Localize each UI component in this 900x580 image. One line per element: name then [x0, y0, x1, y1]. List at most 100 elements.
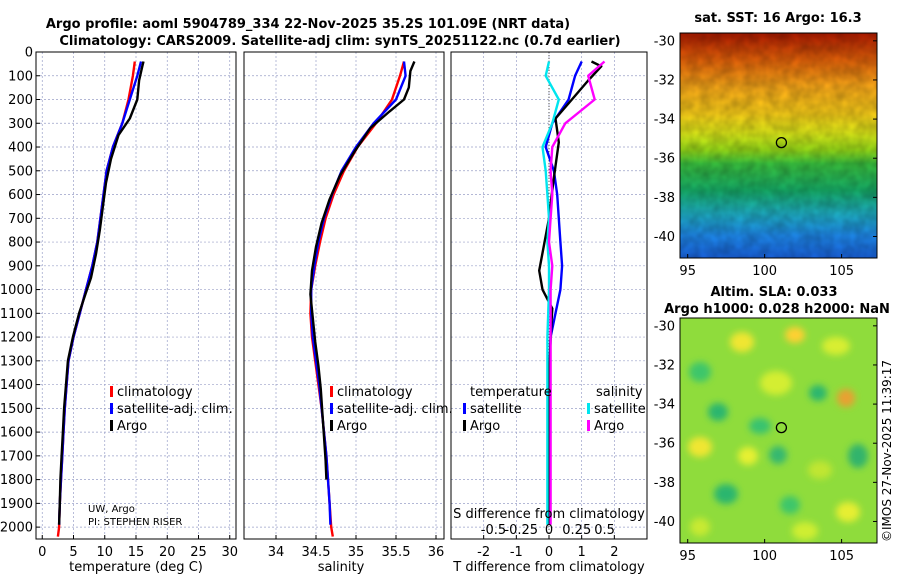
x-tick-label: 105 — [829, 264, 854, 279]
sla-map: Altim. SLA: 0.033 Argo h1000: 0.028 h200… — [654, 285, 890, 564]
salinity-legend: climatology satellite-adj. clim. Argo — [330, 385, 453, 434]
x-tick-label: 2 — [610, 545, 618, 560]
temperature-panel: 0100200300400500600700800900100011001200… — [0, 46, 238, 576]
x-tick-label: 15 — [128, 545, 145, 560]
legend-label-t-argo: Argo — [470, 419, 500, 434]
series-line-argo — [57, 61, 145, 525]
sla-map-title: Altim. SLA: 0.033 — [711, 285, 838, 300]
series-line-salinity-satellite — [541, 61, 560, 525]
x-tick-label: -2 — [477, 545, 490, 560]
difference-axes-frame — [450, 51, 648, 540]
legend-swatch-t-satellite — [463, 403, 466, 414]
y-tick-label: -34 — [654, 398, 675, 413]
legend-label-s-argo: Argo — [594, 419, 624, 434]
y-tick-label: 900 — [8, 259, 33, 274]
x-tick-label: 20 — [159, 545, 176, 560]
argo-float-marker — [775, 136, 788, 149]
series-line-salinity-argo — [547, 60, 606, 525]
top-tick-label: -0.25 — [504, 523, 538, 538]
y-tick-label: -40 — [654, 230, 675, 245]
sla-eddies — [688, 327, 868, 540]
x-tick-label: -1 — [510, 545, 523, 560]
legend-label-t-satellite: satellite — [470, 402, 522, 417]
y-tick-label: -30 — [654, 319, 675, 334]
y-tick-label: 1300 — [0, 354, 33, 369]
y-tick-label: 1500 — [0, 402, 33, 417]
temperature-legend: climatology satellite-adj. clim. Argo — [110, 385, 233, 434]
legend-swatch-argo — [110, 420, 113, 431]
sst-field-texture — [680, 33, 877, 258]
x-tick-label: 34.5 — [302, 545, 331, 560]
y-tick-label: 1800 — [0, 473, 33, 488]
legend-swatch-t-argo — [463, 420, 466, 431]
y-tick-label: 1100 — [0, 307, 33, 322]
x-tick-label: 95 — [679, 264, 696, 279]
x-tick-label: 0 — [38, 545, 46, 560]
salinity-xlabel: salinity — [318, 560, 365, 575]
legend-label-argo: Argo — [117, 419, 147, 434]
y-tick-label: 400 — [8, 141, 33, 156]
y-tick-label: -38 — [654, 191, 675, 206]
x-tick-label: 1 — [578, 545, 586, 560]
y-tick-label: -32 — [654, 73, 675, 88]
series-line-satellite-adj-clim- — [57, 61, 143, 525]
difference-panel: -2 -1 0 1 2 -0.5-0.25 0 0.25 0.5 T difference f… — [450, 51, 648, 575]
sla-map-frame — [679, 317, 878, 544]
y-tick-label: -36 — [654, 437, 675, 452]
y-tick-label: 200 — [8, 93, 33, 108]
legend-label-satellite: satellite-adj. clim. — [337, 402, 453, 417]
temperature-axes-frame — [35, 51, 237, 540]
s-difference-xlabel: S difference from climatology — [453, 507, 645, 522]
y-tick-label: 100 — [8, 69, 33, 84]
y-tick-label: 800 — [8, 236, 33, 251]
argo-float-marker — [775, 421, 788, 434]
top-tick-label: -0.5 — [481, 523, 506, 538]
x-tick-label: 100 — [752, 549, 777, 564]
series-line-climatology — [56, 61, 136, 537]
legend-header-salinity: salinity — [596, 385, 643, 400]
credit-org: UW, Argo — [88, 504, 135, 515]
y-tick-label: -36 — [654, 152, 675, 167]
difference-legend: temperature salinity satellite Argo sate… — [463, 385, 646, 434]
legend-label-climatology: climatology — [337, 385, 413, 400]
y-tick-label: -40 — [654, 515, 675, 530]
figure-title-line2: Climatology: CARS2009. Satellite-adj cli… — [59, 34, 620, 49]
x-tick-label: 30 — [221, 545, 238, 560]
legend-swatch-s-argo — [587, 420, 590, 431]
salinity-panel: 34 34.5 35 35.5 36 salinity climatology sate… — [243, 51, 453, 575]
legend-swatch-satellite — [330, 403, 333, 414]
salinity-axes-frame — [243, 51, 445, 540]
legend-swatch-climatology — [110, 386, 113, 397]
series-line-temperature-argo — [538, 60, 603, 525]
sla-map-subtitle: Argo h1000: 0.028 h2000: NaN — [664, 302, 890, 317]
series-line-argo — [309, 61, 416, 480]
x-tick-label: 35.5 — [382, 545, 411, 560]
x-tick-label: 95 — [679, 549, 696, 564]
x-tick-label: 0 — [545, 545, 553, 560]
y-tick-label: 300 — [8, 117, 33, 132]
legend-swatch-satellite — [110, 403, 113, 414]
top-tick-label: 0.5 — [594, 523, 615, 538]
y-tick-label: 1400 — [0, 378, 33, 393]
x-tick-label: 36 — [428, 545, 445, 560]
x-tick-label: 5 — [69, 545, 77, 560]
x-tick-label: 25 — [190, 545, 207, 560]
top-tick-label: 0 — [545, 523, 553, 538]
legend-swatch-s-satellite — [587, 403, 590, 414]
timestamp: ©IMOS 27-Nov-2025 11:39:17 — [880, 360, 894, 542]
legend-label-argo: Argo — [337, 419, 367, 434]
x-tick-label: 105 — [829, 549, 854, 564]
y-tick-label: 1900 — [0, 497, 33, 512]
sst-map-frame — [679, 32, 878, 259]
y-tick-label: 1000 — [0, 283, 33, 298]
legend-label-satellite: satellite-adj. clim. — [117, 402, 233, 417]
top-tick-label: 0.25 — [562, 523, 591, 538]
legend-swatch-argo — [330, 420, 333, 431]
y-tick-label: 600 — [8, 188, 33, 203]
y-tick-label: 2000 — [0, 521, 33, 536]
x-tick-label: 10 — [96, 545, 113, 560]
y-tick-label: 700 — [8, 212, 33, 227]
y-tick-label: 1600 — [0, 426, 33, 441]
legend-swatch-climatology — [330, 386, 333, 397]
